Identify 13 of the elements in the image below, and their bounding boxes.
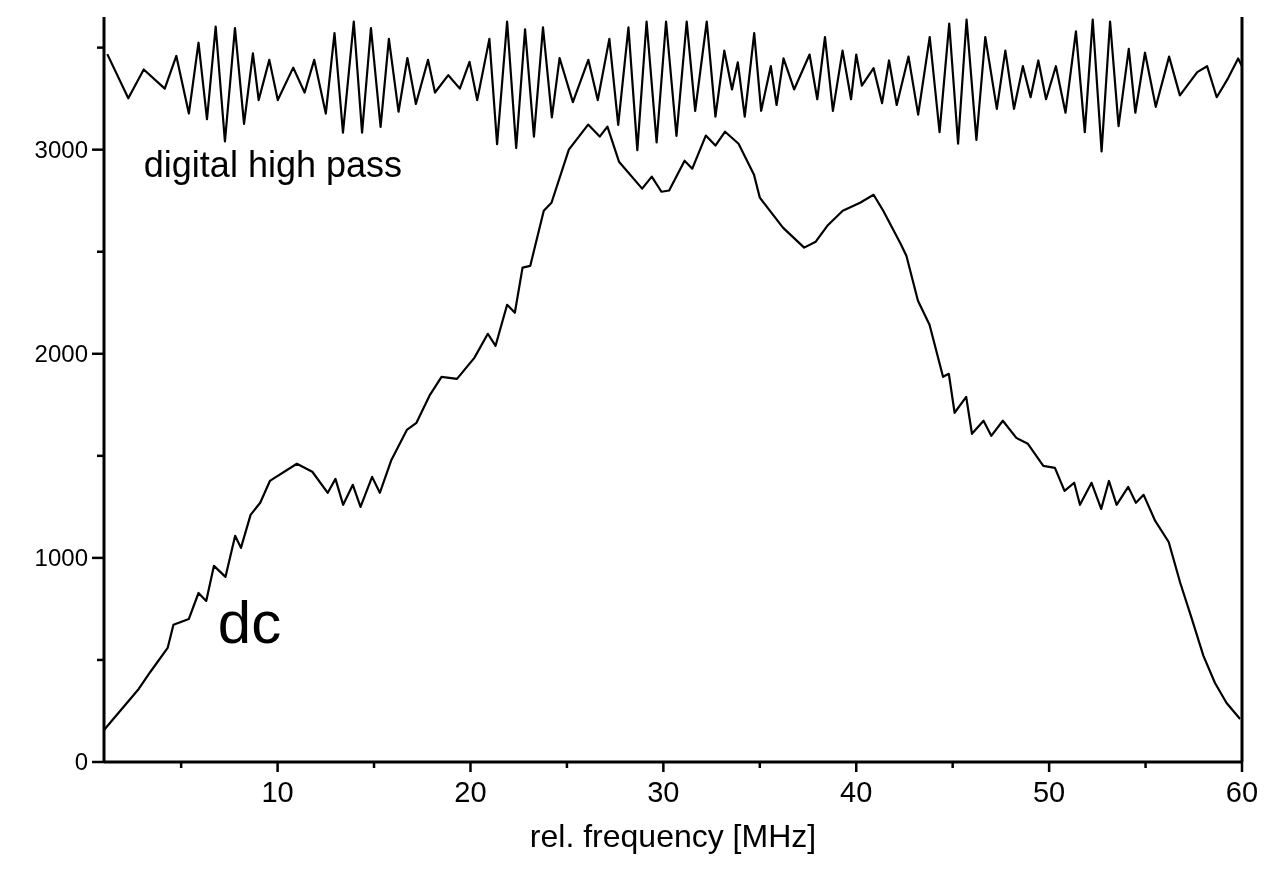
x-axis-title: rel. frequency [MHz] [529, 818, 817, 854]
x-tick-label: 60 [1225, 776, 1259, 808]
x-tick-label: 30 [647, 776, 680, 808]
series-label: dc [217, 588, 282, 656]
y-tick-label: 1000 [34, 543, 88, 571]
y-tick-label: 3000 [34, 135, 88, 163]
x-tick-label: 20 [454, 776, 487, 808]
series-label: digital high pass [143, 144, 402, 186]
y-tick-label: 0 [74, 748, 88, 775]
x-tick-label: 40 [840, 776, 873, 808]
x-tick-label: 50 [1032, 776, 1066, 808]
x-tick-label: 10 [261, 776, 294, 808]
y-tick-label: 2000 [34, 339, 88, 367]
